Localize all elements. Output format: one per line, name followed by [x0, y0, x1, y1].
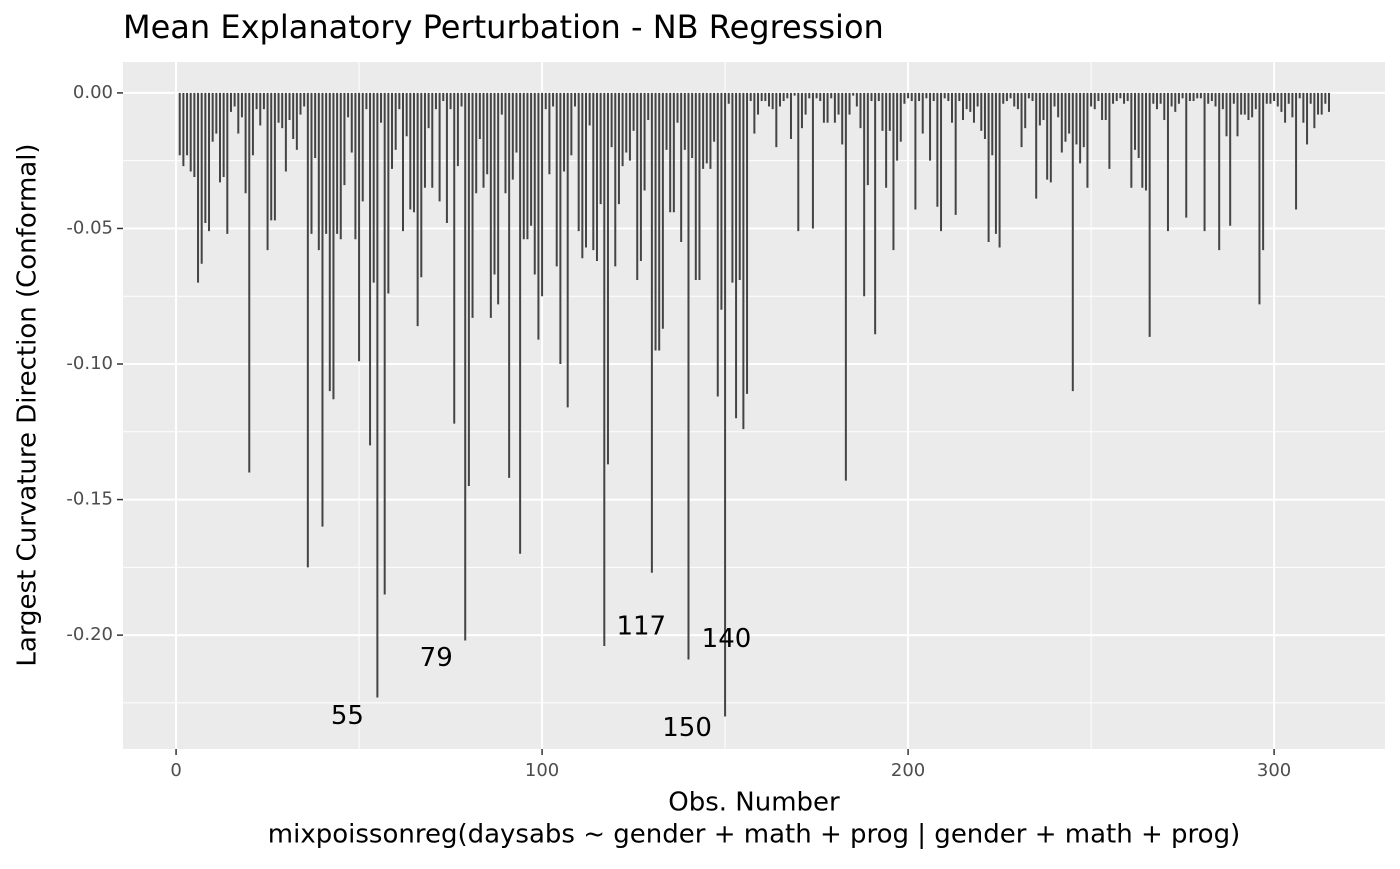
- y-tick-label: 0.00: [73, 82, 113, 103]
- x-tick-label: 0: [170, 760, 181, 781]
- annotation: 55: [331, 701, 364, 731]
- chart-title: Mean Explanatory Perturbation - NB Regre…: [123, 8, 884, 46]
- x-axis-label: Obs. Number: [668, 788, 840, 818]
- annotation: 150: [662, 713, 712, 743]
- y-tick-label: -0.20: [66, 624, 113, 645]
- x-tick-label: 300: [1257, 760, 1291, 781]
- x-tick-label: 100: [525, 760, 559, 781]
- y-tick-label: -0.10: [66, 353, 113, 374]
- y-tick-label: -0.15: [66, 489, 113, 510]
- caption: mixpoissonreg(daysabs ~ gender + math + …: [268, 820, 1240, 850]
- x-tick-label: 200: [891, 760, 925, 781]
- annotation: 79: [420, 643, 453, 673]
- y-tick-label: -0.05: [66, 217, 113, 238]
- annotation: 140: [702, 624, 752, 654]
- annotation: 117: [616, 611, 666, 641]
- y-axis-label: Largest Curvature Direction (Conformal): [13, 143, 43, 666]
